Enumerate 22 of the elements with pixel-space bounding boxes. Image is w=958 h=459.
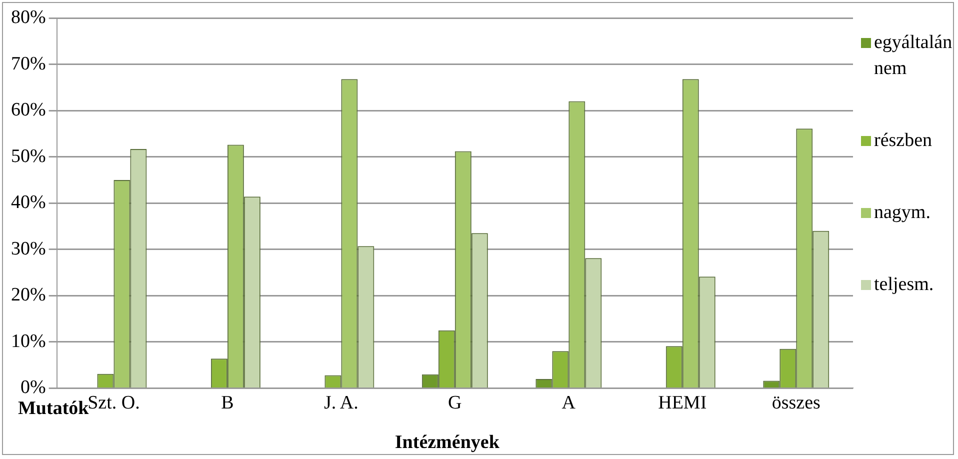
y-tick-label: 30%: [11, 238, 46, 260]
x-tick-label: HEMI: [658, 392, 707, 414]
legend-label: részben: [874, 129, 932, 153]
x-tick-label: J. A.: [324, 392, 358, 414]
y-tick-label: 80%: [11, 6, 46, 28]
legend-label: teljesm.: [874, 273, 934, 297]
x-tick-label: összes: [772, 392, 820, 414]
y-tick-label: 60%: [11, 100, 46, 121]
x-tick-label: G: [448, 392, 462, 414]
x-tick-label: A: [562, 392, 576, 414]
x-tick-label: B: [221, 392, 234, 414]
y-tick-label: 40%: [11, 192, 46, 214]
legend-label: nagym.: [874, 201, 930, 225]
y-tick-label: 50%: [11, 146, 46, 167]
y-tick-label: 20%: [11, 284, 46, 306]
y-tick-label: 0%: [20, 377, 46, 398]
x-axis-title: Intézmények: [394, 432, 500, 454]
legend-label: egyáltalán nem: [874, 31, 952, 81]
y-tick-label: 70%: [11, 53, 46, 74]
y-tick-label: 10%: [11, 330, 46, 352]
y-axis-title: Mutatók: [18, 398, 89, 420]
x-tick-label: Szt. O.: [88, 392, 140, 414]
